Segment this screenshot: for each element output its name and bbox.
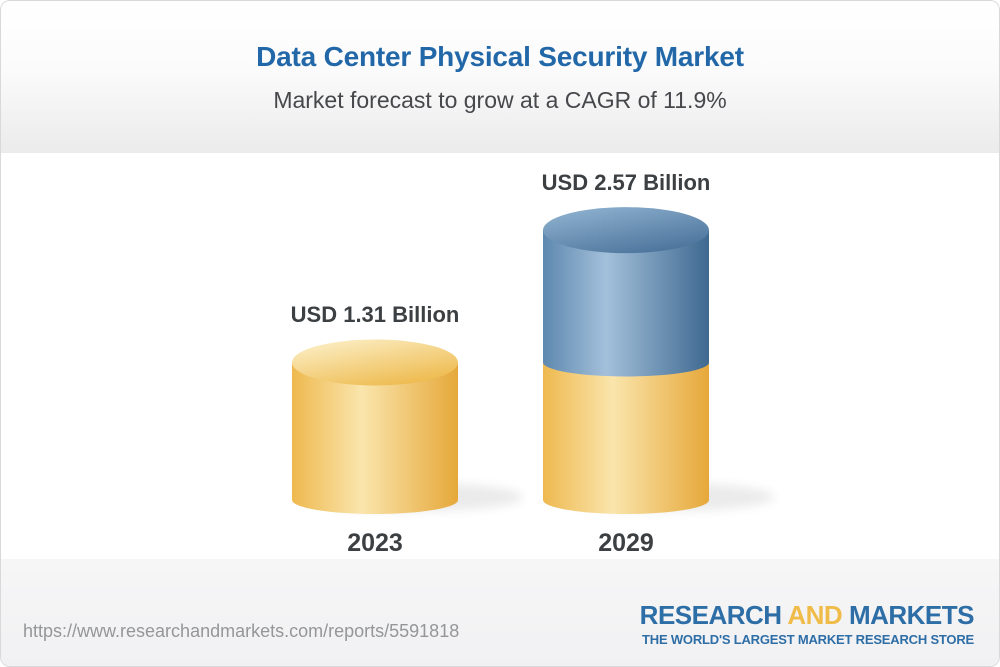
- logo-word-and: AND: [787, 600, 843, 630]
- research-and-markets-logo: RESEARCH AND MARKETS THE WORLD'S LARGEST…: [639, 600, 975, 647]
- chart-subtitle: Market forecast to grow at a CAGR of 11.…: [273, 87, 727, 113]
- logo-tagline: THE WORLD'S LARGEST MARKET RESEARCH STOR…: [642, 632, 974, 647]
- logo-wordmark: RESEARCH AND MARKETS: [639, 600, 975, 630]
- logo-word-markets: MARKETS: [848, 600, 975, 630]
- bar-value-label-2029: USD 2.57 Billion: [541, 170, 711, 196]
- logo-word-research: RESEARCH: [639, 600, 782, 630]
- footer-band: [1, 559, 999, 666]
- x-axis-label-2023: 2023: [347, 529, 403, 557]
- header-band: [1, 1, 999, 153]
- x-axis-label-2029: 2029: [598, 529, 654, 557]
- report-url: https://www.researchandmarkets.com/repor…: [23, 621, 460, 641]
- bar-value-label-2023: USD 1.31 Billion: [290, 302, 460, 328]
- chart-title: Data Center Physical Security Market: [256, 41, 744, 72]
